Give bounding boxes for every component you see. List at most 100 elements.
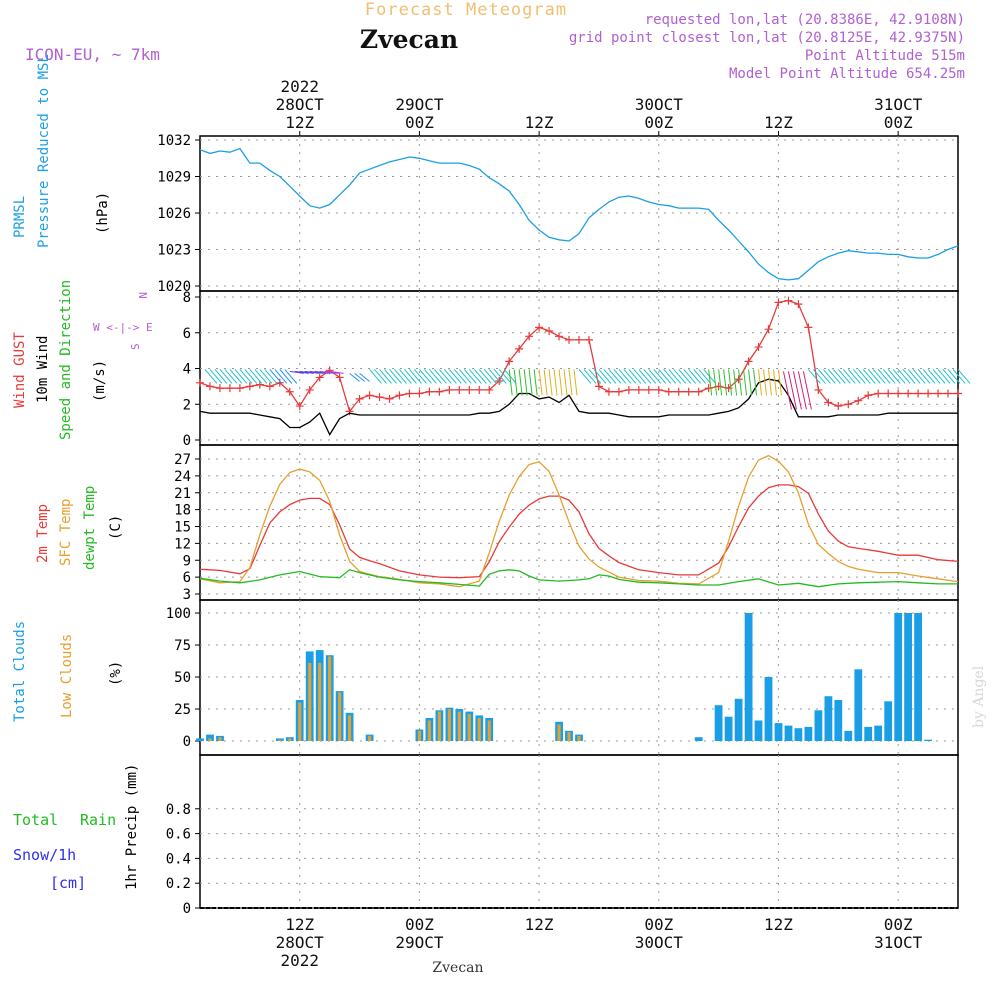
time-label-bottom: 12Z [525,915,554,934]
low-cloud-bar [487,720,491,741]
wind-ytick-label: 0 [183,433,191,449]
gust-marker [465,385,474,394]
wind-arrow [429,369,442,384]
wind-arrow [309,370,324,374]
gust-marker [654,385,663,394]
compass-n: N [136,292,149,299]
wind-arrow [947,369,961,384]
wind-arrow [937,369,951,384]
pressure-panel: 1020 1023 1026 1029 1032 [157,133,959,295]
gust-marker [684,387,693,396]
wind-arrow [902,369,916,384]
wind-arrow [693,369,707,384]
gust-marker [555,332,564,341]
wind-arrow [713,369,718,396]
gust-marker [594,382,603,391]
gust-marker [844,400,853,409]
label-low-clouds: Low Clouds [59,634,75,718]
wind-arrow [478,369,492,384]
gust-marker [545,326,554,335]
wind-arrow [473,369,487,384]
gust-marker [954,389,962,398]
temp-ytick-label: 27 [174,452,191,468]
wind-ytick-label: 8 [183,290,191,306]
low-cloud-bar [467,714,471,741]
gust-marker [894,389,903,398]
label-precip-mm: 1hr Precip (mm) [124,764,140,890]
wind-arrow [738,369,743,396]
time-label-top: 00Z [405,113,434,132]
total-cloud-bar [754,720,763,741]
wind-arrow [533,369,538,396]
wind-arrow [897,369,911,384]
wind-arrow [578,369,592,384]
wind-arrow [319,370,334,374]
clouds-panel: 0 25 50 75 100 [166,599,959,756]
wind-arrow [797,371,807,410]
gust-marker [614,387,623,396]
wind-arrow [723,369,728,396]
wind-arrow [708,369,713,396]
gust-marker [914,389,923,398]
gust-marker [624,385,633,394]
time-label-bottom: 00Z [405,915,434,934]
wind-arrow [558,369,563,396]
gust-marker [874,389,883,398]
gust-marker [525,332,534,341]
low-cloud-bar [298,702,302,741]
total-cloud-bar [764,677,773,741]
precip-panel: 0 0.2 0.4 0.6 0.8 [166,754,959,917]
wind-arrow [772,369,777,396]
time-label-bottom: 00Z [644,915,673,934]
temp-ytick-label: 12 [174,536,191,552]
wind-arrow [458,369,472,384]
wind-arrow [443,369,457,384]
wind-arrow [498,369,512,384]
wind-arrow [573,369,578,396]
gust-marker [664,387,673,396]
gust-marker [864,391,873,400]
gust-marker [924,389,933,398]
wind-arrow [673,369,687,384]
total-cloud-bar [884,701,893,741]
wind-compass: N W <-|-> E S [93,292,153,350]
location-title: Zvecan [360,25,458,54]
wind-arrow [229,369,243,384]
gust-marker [265,382,274,391]
wind-arrow [663,369,677,384]
wind-arrow [882,369,896,384]
time-label-top: 30OCT [635,95,684,114]
wind-arrow [219,369,233,384]
wind-arrow [259,369,273,384]
wind-arrow [209,369,223,384]
total-cloud-bar [804,726,813,741]
gust-marker [674,387,683,396]
gust-marker [235,384,244,393]
gust-marker [854,396,863,405]
wind-panel: 0 2 4 6 8 [183,290,971,449]
gust-marker [395,391,404,400]
total-cloud-bar [206,734,214,741]
wind-arrow [787,371,797,410]
gust-marker [255,380,264,389]
low-cloud-bar [437,711,441,741]
wind-arrow [658,369,672,384]
total-cloud-bar [894,613,903,741]
time-label-bottom: 12Z [764,915,793,934]
low-cloud-bar [577,735,581,741]
total-cloud-bar [744,613,753,741]
wind-arrow [718,369,723,396]
label-2m-temp: 2m Temp [35,504,51,563]
wind-arrow [952,369,966,384]
wind-arrow [802,371,812,410]
temp-ytick-label: 6 [183,570,191,586]
wind-arrow [244,369,258,384]
gust-marker [634,385,643,394]
gust-marker [245,382,254,391]
gust-marker [505,357,514,366]
wind-arrow [404,369,417,384]
wind-arrow [852,369,866,384]
wind-arrow [842,369,856,384]
